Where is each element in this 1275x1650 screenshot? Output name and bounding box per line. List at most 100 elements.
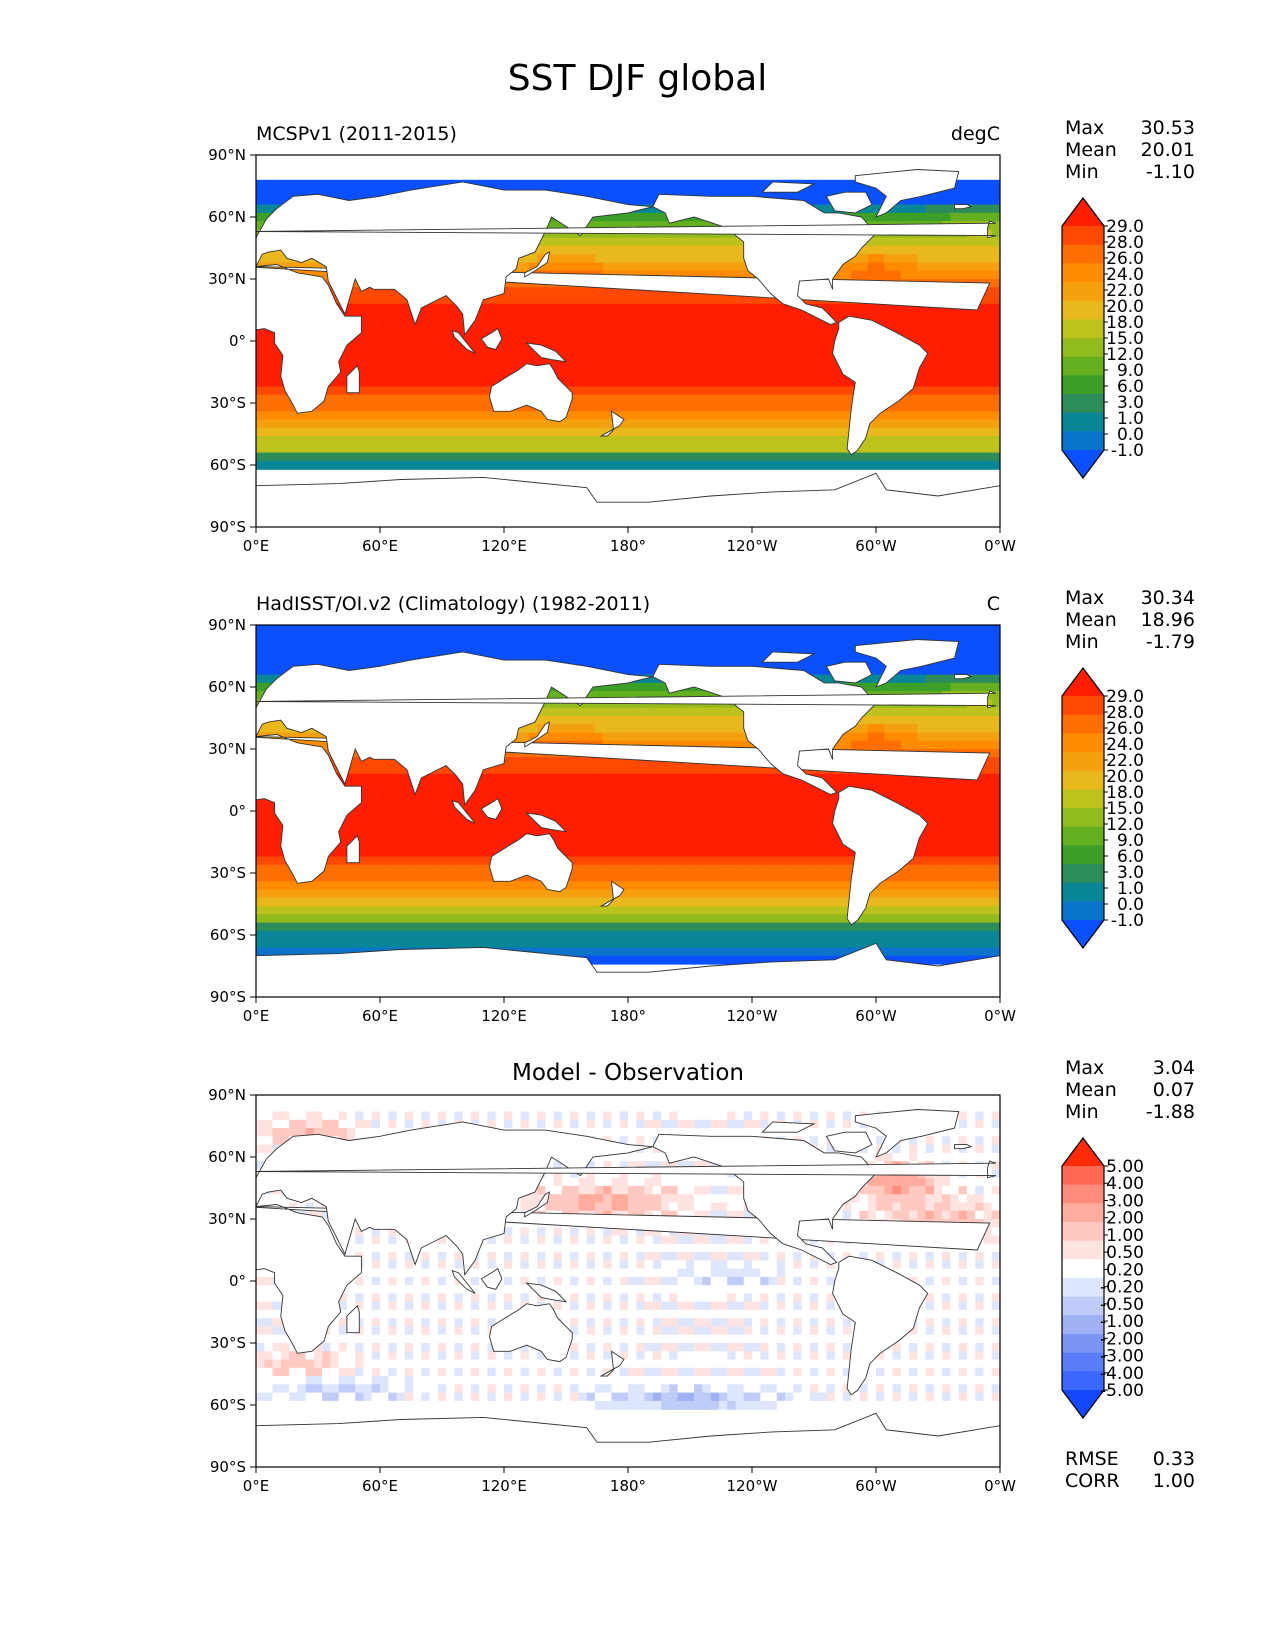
colorbar-label: -1.0 xyxy=(1111,911,1144,931)
panel-model: MCSPv1 (2011-2015) degC Max 30.53 Mean 20.… xyxy=(0,115,1275,555)
x-tick-label: 0°W xyxy=(984,1477,1016,1495)
y-tick-label: 30°S xyxy=(210,1334,246,1352)
y-tick-label: 0° xyxy=(229,332,246,350)
land-uk xyxy=(256,690,997,709)
land-eurasia xyxy=(256,181,653,337)
colorbar-label: 22.0 xyxy=(1106,751,1144,771)
x-tick-label: 60°W xyxy=(855,537,897,555)
colorbar-label: -2.00 xyxy=(1100,1329,1144,1349)
land-layer xyxy=(256,639,1000,997)
land-arcticisl xyxy=(761,651,816,663)
colorbar-bin xyxy=(1062,375,1104,395)
colorbar-label: -0.20 xyxy=(1100,1278,1144,1298)
error-stats: RMSE 0.33 CORR 1.00 xyxy=(1065,1448,1195,1492)
colorbar-label: 3.00 xyxy=(1106,1191,1144,1211)
colorbar-bin xyxy=(1062,1315,1104,1335)
panel-units: C xyxy=(986,593,1000,615)
panel-left-title: HadISST/OI.v2 (Climatology) (1982-2011) xyxy=(256,593,651,615)
land-samerica xyxy=(832,785,929,926)
y-tick-label: 30°N xyxy=(208,740,246,758)
colorbar-label: 29.0 xyxy=(1106,687,1144,707)
land-madagascar xyxy=(346,834,360,864)
colorbar-label: 6.0 xyxy=(1117,847,1144,867)
colorbar-extend-min xyxy=(1062,1390,1104,1418)
y-tick-label: 90°S xyxy=(210,1458,246,1476)
land-nz xyxy=(599,880,625,907)
colorbar-label: 4.00 xyxy=(1106,1174,1144,1194)
colorbar-label: 2.00 xyxy=(1106,1209,1144,1229)
x-tick-label: 180° xyxy=(610,1477,646,1495)
y-tick-label: 90°S xyxy=(210,988,246,1006)
land-greenland xyxy=(854,639,960,688)
colorbar-label: 1.00 xyxy=(1106,1226,1144,1246)
x-tick-label: 120°E xyxy=(481,537,527,555)
x-tick-label: 120°W xyxy=(727,1007,778,1025)
x-tick-label: 60°E xyxy=(362,1007,398,1025)
sst-map: 0°E 60°E 120°E 180° 120°W 60°W 0°W 90°N 60°N 30°N… xyxy=(208,146,1144,555)
colorbar-label: 9.0 xyxy=(1117,361,1144,381)
land-africa xyxy=(256,264,991,414)
colorbar-extend-max xyxy=(1062,668,1104,696)
colorbar-bin xyxy=(1062,394,1104,414)
land-antarctica xyxy=(256,1412,1000,1467)
x-tick-label: 180° xyxy=(610,1007,646,1025)
colorbar-label: 20.0 xyxy=(1106,767,1144,787)
colorbar-label: 15.0 xyxy=(1106,329,1144,349)
y-tick-label: 90°N xyxy=(208,1086,246,1104)
colorbar-label: -3.00 xyxy=(1100,1347,1144,1367)
colorbar-bin xyxy=(1062,1222,1104,1242)
land-sumatra xyxy=(451,1269,476,1294)
colorbar-extend-max xyxy=(1062,198,1104,226)
land-baffin xyxy=(825,661,873,684)
land-iceland xyxy=(954,204,973,210)
colorbar-label: 1.0 xyxy=(1117,409,1144,429)
land-borneo xyxy=(480,1267,503,1290)
colorbar-bin xyxy=(1062,864,1104,884)
colorbar-label: 22.0 xyxy=(1106,281,1144,301)
y-tick-label: 90°N xyxy=(208,616,246,634)
figure-title: SST DJF global xyxy=(507,58,768,99)
colorbar-bin xyxy=(1062,1278,1104,1298)
colorbar-label: -0.50 xyxy=(1100,1295,1144,1315)
colorbar-bin xyxy=(1062,300,1104,320)
land-africa xyxy=(256,1204,991,1354)
x-tick-label: 0°W xyxy=(984,1007,1016,1025)
colorbar-label: 12.0 xyxy=(1106,815,1144,835)
land-eurasia xyxy=(256,1121,653,1277)
colorbar-label: 24.0 xyxy=(1106,265,1144,285)
colorbar-label: 29.0 xyxy=(1106,217,1144,237)
land-greenland xyxy=(854,1109,960,1158)
colorbar-bin xyxy=(1062,1184,1104,1204)
land-japan xyxy=(524,721,551,748)
panel-units: degC xyxy=(950,123,1000,145)
land-greenland xyxy=(854,169,960,218)
colorbar-bin xyxy=(1062,412,1104,432)
land-madagascar xyxy=(346,364,360,394)
land-baffin xyxy=(825,1131,873,1154)
colorbar-bin xyxy=(1062,696,1104,716)
x-tick-label: 180° xyxy=(610,537,646,555)
y-tick-label: 30°S xyxy=(210,394,246,412)
colorbar-bin xyxy=(1062,1334,1104,1354)
land-layer xyxy=(256,169,1000,527)
colorbar-extend-max xyxy=(1062,1138,1104,1166)
colorbar-bin xyxy=(1062,901,1104,921)
colorbar-label: -1.0 xyxy=(1111,441,1144,461)
y-tick-label: 0° xyxy=(229,1272,246,1290)
land-arcticisl xyxy=(761,181,816,193)
colorbar-bin xyxy=(1062,1296,1104,1316)
colorbar-label: 15.0 xyxy=(1106,799,1144,819)
y-tick-label: 30°N xyxy=(208,270,246,288)
land-newguinea xyxy=(525,812,568,833)
colorbar-bin xyxy=(1062,431,1104,451)
colorbar-bin xyxy=(1062,1240,1104,1260)
y-tick-label: 0° xyxy=(229,802,246,820)
land-antarctica xyxy=(256,472,1000,527)
colorbar-bin xyxy=(1062,1166,1104,1186)
colorbar-extend-min xyxy=(1062,450,1104,478)
colorbar-label: 5.00 xyxy=(1106,1157,1144,1177)
x-tick-label: 60°W xyxy=(855,1007,897,1025)
colorbar-bin xyxy=(1062,356,1104,376)
x-tick-label: 60°E xyxy=(362,1477,398,1495)
y-tick-label: 60°N xyxy=(208,678,246,696)
